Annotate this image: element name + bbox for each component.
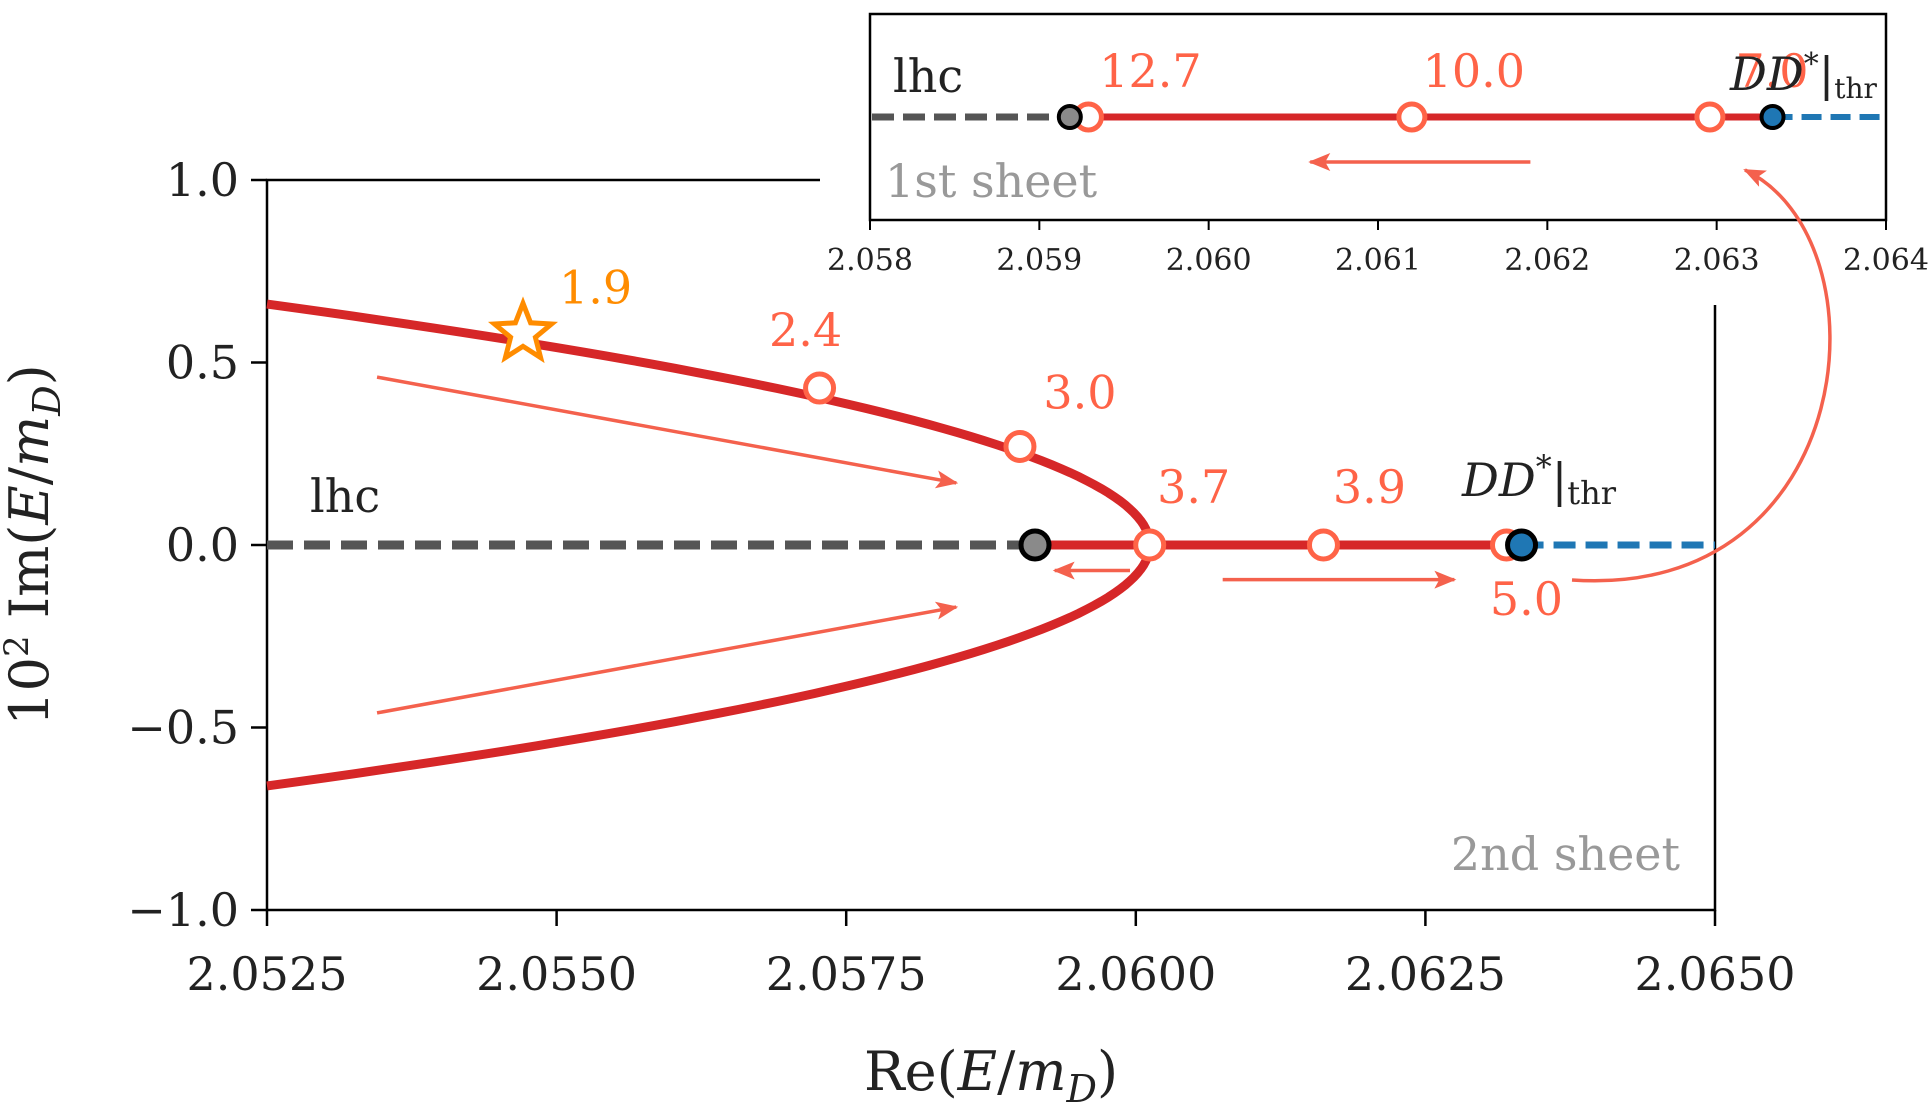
main-y-tick-label: 0.5 — [166, 336, 239, 390]
inset-x-tick-label: 2.064 — [1843, 243, 1928, 278]
inset-x-tick-label: 2.063 — [1674, 243, 1760, 278]
inset-threshold-label: DD*|thr — [1729, 47, 1878, 105]
inset-trajectory-marker-label: 12.7 — [1099, 44, 1201, 98]
main-x-ticks: 2.0525 2.0550 2.0575 2.0600 2.0625 2.0650 — [187, 910, 1796, 1001]
lhc-endpoint — [1018, 528, 1052, 562]
trajectory-marker-label: 3.7 — [1157, 460, 1230, 514]
inset-x-tick-label: 2.062 — [1504, 243, 1590, 278]
trajectory-marker-label: 3.0 — [1043, 365, 1116, 419]
main-y-axis-label: 102 Im(E/mD) — [0, 364, 69, 726]
trajectory-marker-label: 2.4 — [769, 303, 842, 357]
main-plot-marks: lhc 2.4 3.0 3.7 3.9 5.0 DD*|thr 1.9 — [266, 260, 1715, 791]
main-x-tick-label: 2.0650 — [1635, 947, 1796, 1001]
lower-pole-trajectory — [266, 544, 1155, 791]
threshold-point — [1505, 528, 1539, 562]
upper-pole-trajectory — [266, 299, 1155, 546]
trajectory-marker — [1133, 528, 1167, 562]
trajectory-marker — [1003, 429, 1037, 463]
star-marker-label: 1.9 — [559, 260, 632, 314]
inset-trajectory-marker — [1694, 101, 1726, 133]
main-x-tick-label: 2.0575 — [766, 947, 927, 1001]
direction-arrow — [376, 375, 959, 489]
inset-threshold-point — [1759, 104, 1786, 130]
sheet-connector-arrow — [1571, 168, 1832, 583]
main-x-axis-label: Re(E/mD) — [864, 1040, 1118, 1111]
inset-x-tick-label: 2.060 — [1166, 243, 1252, 278]
inset-lhc-label: lhc — [893, 49, 963, 103]
inset-plot-marks: lhc 12.7 10.0 7.0DD*|thr — [872, 44, 1884, 171]
inset-lhc-endpoint — [1056, 104, 1083, 130]
inset-sheet-label: 1st sheet — [885, 154, 1098, 208]
inset-x-tick-label: 2.061 — [1335, 243, 1421, 278]
main-y-tick-label: −1.0 — [127, 883, 239, 937]
trajectory-marker — [1306, 528, 1340, 562]
main-y-ticks: 1.0 0.5 0.0 −0.5 −1.0 — [127, 153, 267, 937]
main-y-tick-label: 0.0 — [166, 518, 239, 572]
trajectory-marker-label: 3.9 — [1333, 460, 1406, 514]
inset-trajectory-marker — [1396, 101, 1428, 133]
inset-x-tick-label: 2.059 — [996, 243, 1082, 278]
direction-arrow — [376, 601, 959, 715]
main-y-tick-label: 1.0 — [166, 153, 239, 207]
main-x-tick-label: 2.0600 — [1055, 947, 1216, 1001]
lhc-label: lhc — [310, 469, 380, 523]
main-x-tick-label: 2.0525 — [187, 947, 348, 1001]
inset-x-ticks: 2.058 2.059 2.060 2.061 2.062 2.063 2.064 — [827, 220, 1928, 278]
main-x-tick-label: 2.0550 — [476, 947, 637, 1001]
main-sheet-label: 2nd sheet — [1451, 827, 1681, 881]
trajectory-marker-label: 5.0 — [1490, 572, 1563, 626]
threshold-label: DD*|thr — [1461, 448, 1617, 512]
star-marker — [487, 296, 559, 364]
inset-x-tick-label: 2.058 — [827, 243, 913, 278]
main-y-tick-label: −0.5 — [127, 701, 239, 755]
trajectory-marker — [803, 371, 837, 405]
inset-trajectory-marker-label: 7.0 — [1735, 44, 1808, 98]
inset-trajectory-marker-label: 10.0 — [1423, 44, 1525, 98]
main-x-tick-label: 2.0625 — [1345, 947, 1506, 1001]
